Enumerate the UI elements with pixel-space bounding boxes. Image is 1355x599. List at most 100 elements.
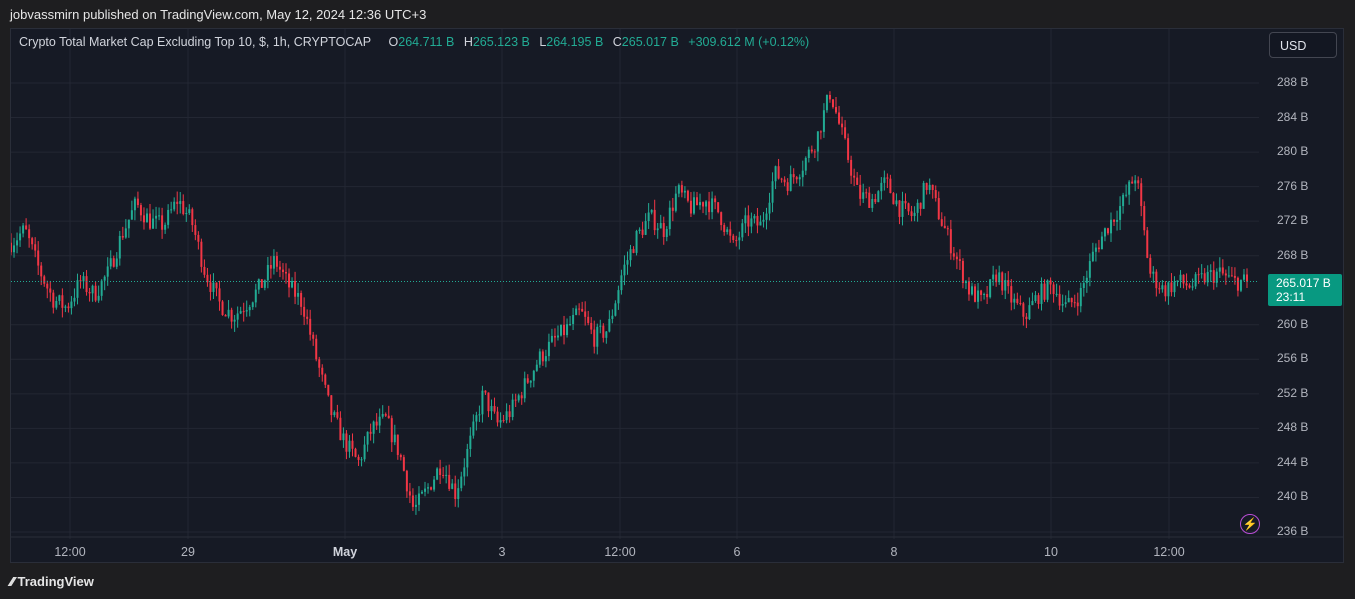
candle-body <box>67 306 70 309</box>
y-tick-label: 284 B <box>1277 109 1309 124</box>
candle-body <box>478 414 481 416</box>
candle-body <box>275 256 278 267</box>
candle-body <box>327 384 330 396</box>
candle-body <box>224 314 227 317</box>
candle-body <box>239 311 242 314</box>
brand-name: TradingView <box>17 574 94 589</box>
candle-body <box>708 201 711 213</box>
candle-body <box>203 266 206 275</box>
candle-body <box>369 431 372 434</box>
candle-body <box>25 225 28 230</box>
currency-button[interactable]: USD <box>1269 32 1337 58</box>
candle-body <box>825 94 828 111</box>
candle-body <box>641 229 644 235</box>
candle-body <box>499 420 502 423</box>
candle-body <box>1236 277 1239 291</box>
candle-body <box>538 351 541 365</box>
candle-body <box>705 201 708 207</box>
candle-body <box>1152 271 1155 274</box>
candle-body <box>463 467 466 477</box>
candle-body <box>744 215 747 224</box>
candle-body <box>194 225 197 235</box>
candle-body <box>1233 275 1236 278</box>
candle-body <box>405 470 408 492</box>
candle-body <box>206 274 209 283</box>
candle-body <box>330 395 333 416</box>
candle-body <box>526 378 529 383</box>
candle-body <box>179 201 182 204</box>
candle-body <box>1131 181 1134 184</box>
candle-body <box>865 192 868 194</box>
candle-body <box>145 213 148 223</box>
candle-body <box>566 324 569 336</box>
candle-body <box>124 228 127 238</box>
candle-body <box>581 308 584 312</box>
candle-body <box>112 258 115 267</box>
candle-body <box>269 265 272 269</box>
y-tick-label: 252 B <box>1277 385 1309 400</box>
candle-body <box>475 415 478 422</box>
candle-body <box>103 276 106 281</box>
candle-body <box>79 280 82 282</box>
candle-body <box>529 380 532 383</box>
candle-body <box>436 468 439 480</box>
candle-body <box>1230 275 1233 277</box>
candle-body <box>1188 285 1191 288</box>
candle-body <box>300 293 303 307</box>
candle-body <box>1116 219 1119 222</box>
candle-body <box>1031 301 1034 306</box>
candle-body <box>563 324 566 336</box>
candle-body <box>578 308 581 310</box>
candle-body <box>1046 280 1049 300</box>
candle-body <box>532 370 535 381</box>
candle-body <box>759 221 762 226</box>
candle-body <box>424 488 427 492</box>
candle-body <box>569 323 572 325</box>
candle-body <box>995 274 998 283</box>
candle-body <box>626 260 629 265</box>
candle-body <box>339 417 342 441</box>
candle-body <box>209 282 212 292</box>
candle-body <box>828 94 831 100</box>
candle-body <box>427 487 430 489</box>
candle-body <box>408 491 411 496</box>
candle-body <box>584 311 587 317</box>
tradingview-brand[interactable]: ⁄⁄⁄ TradingView <box>10 574 94 589</box>
symbol-title[interactable]: Crypto Total Market Cap Excluding Top 10… <box>19 35 372 49</box>
x-tick-label: 12:00 <box>54 545 86 559</box>
candlestick-chart[interactable] <box>11 29 1343 562</box>
candle-body <box>541 351 544 362</box>
candle-body <box>490 406 493 412</box>
candle-body <box>118 235 121 259</box>
candle-body <box>414 504 417 507</box>
candle-body <box>816 131 819 152</box>
chart-panel[interactable]: Crypto Total Market Cap Excluding Top 10… <box>10 28 1344 563</box>
candle-body <box>958 259 961 261</box>
candle-body <box>149 213 152 229</box>
x-tick-label: 8 <box>890 545 898 559</box>
candle-body <box>484 390 487 393</box>
candle-body <box>544 356 547 362</box>
candle-body <box>363 444 366 460</box>
candle-body <box>167 209 170 225</box>
lightning-icon[interactable]: ⚡ <box>1240 514 1260 534</box>
candle-body <box>176 201 179 204</box>
candle-body <box>402 457 405 471</box>
y-tick-label: 280 B <box>1277 144 1309 159</box>
candle-body <box>699 202 702 206</box>
high-label: H <box>463 35 473 49</box>
candle-body <box>1224 273 1227 276</box>
candle-body <box>1246 274 1248 282</box>
x-tick-label: 3 <box>498 545 506 559</box>
y-tick-label: 240 B <box>1277 489 1309 504</box>
candle-body <box>318 359 321 368</box>
candle-body <box>94 285 97 301</box>
candle-body <box>242 311 245 313</box>
candle-body <box>623 264 626 276</box>
candle-body <box>792 174 795 178</box>
candle-body <box>1125 194 1128 196</box>
candle-body <box>795 177 798 180</box>
candle-body <box>1073 302 1076 304</box>
candle-body <box>411 495 414 507</box>
candle-body <box>127 219 130 229</box>
